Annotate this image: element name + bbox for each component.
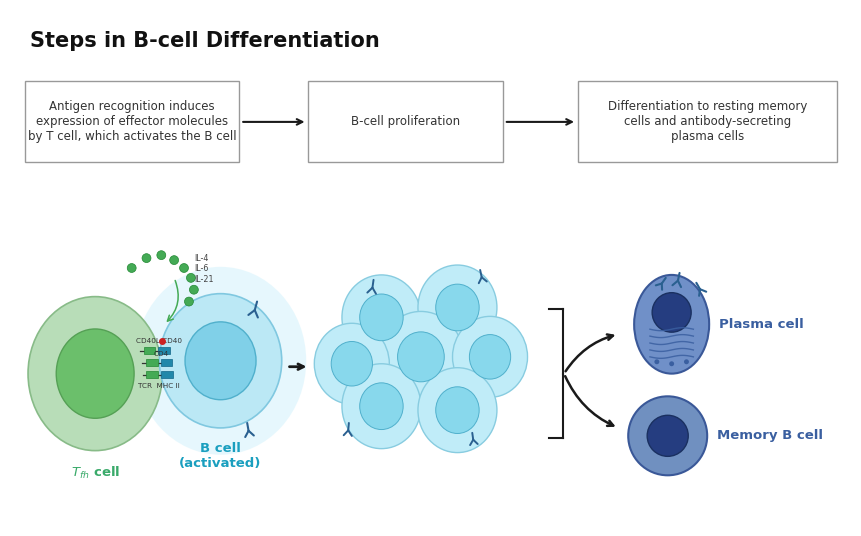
Circle shape (629, 396, 707, 475)
FancyBboxPatch shape (25, 81, 239, 162)
Ellipse shape (360, 294, 403, 341)
Ellipse shape (342, 364, 421, 449)
Bar (146, 359, 158, 366)
Circle shape (189, 285, 198, 294)
Circle shape (157, 251, 166, 259)
Ellipse shape (436, 284, 480, 331)
Ellipse shape (453, 316, 528, 397)
Text: Plasma cell: Plasma cell (719, 318, 804, 331)
Ellipse shape (159, 294, 282, 428)
Ellipse shape (56, 329, 134, 418)
Text: CD40L CD40: CD40L CD40 (136, 338, 182, 344)
Bar (144, 347, 155, 354)
Ellipse shape (28, 296, 162, 451)
Text: Memory B cell: Memory B cell (717, 429, 823, 442)
Circle shape (184, 297, 194, 306)
Circle shape (647, 415, 688, 456)
Ellipse shape (379, 311, 463, 402)
Circle shape (170, 256, 178, 265)
Text: IL-4: IL-4 (194, 254, 208, 263)
Ellipse shape (418, 368, 497, 452)
Text: IL-6: IL-6 (194, 264, 208, 273)
Circle shape (669, 361, 674, 366)
Ellipse shape (360, 383, 403, 429)
FancyBboxPatch shape (308, 81, 503, 162)
Text: B-cell proliferation: B-cell proliferation (351, 115, 460, 129)
Ellipse shape (418, 265, 497, 350)
Text: IL-21: IL-21 (194, 276, 214, 284)
Text: Antigen recognition induces
expression of effector molecules
by T cell, which ac: Antigen recognition induces expression o… (28, 100, 237, 144)
Text: TCR  MHC II: TCR MHC II (138, 383, 180, 390)
Ellipse shape (135, 267, 307, 455)
Text: Differentiation to resting memory
cells and antibody-secreting
plasma cells: Differentiation to resting memory cells … (608, 100, 807, 144)
Ellipse shape (185, 322, 256, 400)
Ellipse shape (398, 332, 444, 382)
Circle shape (187, 273, 195, 282)
Ellipse shape (469, 334, 511, 379)
Circle shape (127, 264, 136, 272)
FancyBboxPatch shape (578, 81, 837, 162)
Bar (146, 371, 158, 378)
Bar (158, 347, 170, 354)
Circle shape (142, 254, 151, 263)
Text: $T_{fh}$ cell: $T_{fh}$ cell (71, 464, 120, 481)
Ellipse shape (436, 387, 480, 434)
Ellipse shape (314, 323, 389, 404)
Text: Steps in B-cell Differentiation: Steps in B-cell Differentiation (30, 31, 380, 51)
Circle shape (684, 359, 689, 364)
Ellipse shape (342, 275, 421, 360)
Text: CD4: CD4 (153, 351, 169, 357)
Bar (161, 371, 173, 378)
Bar (161, 359, 172, 366)
Ellipse shape (635, 275, 709, 374)
Ellipse shape (652, 293, 691, 332)
Text: B cell
(activated): B cell (activated) (179, 442, 262, 470)
Circle shape (654, 359, 660, 364)
Circle shape (180, 264, 189, 272)
Ellipse shape (331, 341, 373, 386)
